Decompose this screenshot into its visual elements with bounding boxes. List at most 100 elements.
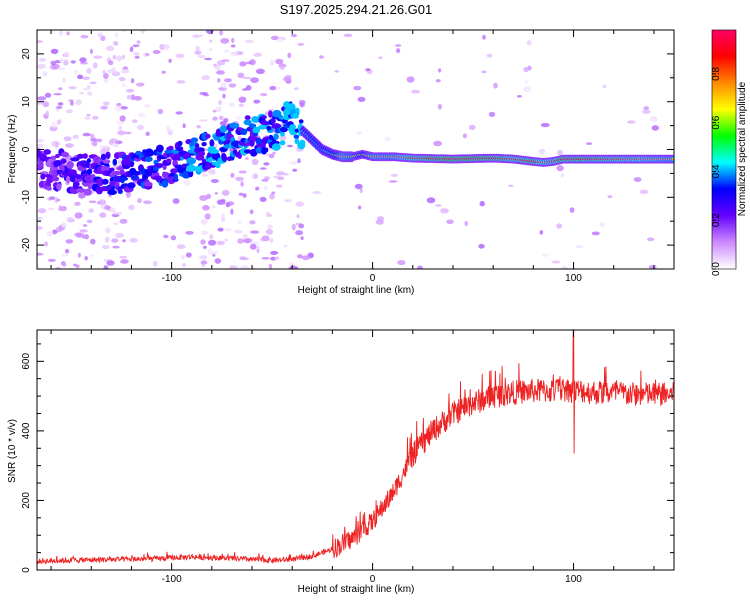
- ridge-blob: [112, 158, 118, 166]
- ridge-blob: [221, 154, 228, 162]
- noise-speck: [199, 195, 208, 201]
- snr-y-tick-label: 0: [21, 567, 32, 573]
- noise-speck: [261, 178, 269, 182]
- ridge-blob: [43, 149, 51, 155]
- noise-speck: [116, 55, 123, 62]
- noise-speck: [214, 192, 218, 195]
- ridge-blob: [271, 143, 281, 151]
- ridge-blob: [39, 153, 46, 160]
- colorbar-segment: [712, 201, 736, 204]
- noise-speck: [133, 52, 140, 56]
- ridge-blob: [168, 145, 174, 151]
- spectrogram-x-tick-label: 100: [565, 273, 582, 284]
- noise-speck: [301, 255, 311, 261]
- ridge-blob: [107, 189, 117, 195]
- colorbar-segment: [712, 245, 736, 248]
- noise-speck: [100, 35, 106, 42]
- noise-speck: [296, 214, 300, 219]
- ridge-blob: [102, 159, 111, 164]
- noise-speck: [269, 85, 277, 91]
- noise-speck: [63, 136, 72, 142]
- noise-speck: [113, 41, 119, 46]
- noise-speck: [242, 88, 248, 91]
- noise-speck: [274, 86, 281, 90]
- noise-speck: [113, 212, 123, 215]
- noise-speck: [246, 61, 253, 65]
- ridge-blob: [100, 153, 107, 161]
- colorbar-segment: [712, 53, 736, 57]
- colorbar-segment: [712, 111, 736, 115]
- noise-speck: [384, 136, 391, 141]
- colorbar-segment: [712, 51, 736, 55]
- colorbar-segment: [712, 223, 736, 226]
- noise-speck: [231, 37, 235, 43]
- noise-speck: [113, 222, 119, 226]
- noise-speck: [207, 168, 214, 175]
- ridge-blob: [280, 131, 285, 137]
- ridge-blob: [209, 139, 215, 147]
- snr-y-tick-label: 200: [21, 492, 32, 509]
- noise-speck: [556, 223, 563, 229]
- noise-speck: [118, 125, 123, 131]
- noise-speck: [161, 70, 166, 74]
- noise-speck: [37, 216, 43, 221]
- colorbar-segment: [712, 121, 736, 125]
- noise-speck: [221, 59, 230, 62]
- noise-speck: [253, 99, 261, 104]
- colorbar-segment: [712, 263, 736, 266]
- noise-speck: [204, 213, 211, 220]
- colorbar-segment: [712, 215, 736, 218]
- noise-speck: [551, 260, 561, 264]
- colorbar-segment: [712, 147, 736, 151]
- noise-speck: [540, 122, 550, 128]
- snr-y-label: SNR (10 * v/v): [7, 419, 18, 483]
- noise-speck: [365, 68, 371, 72]
- colorbar-segment: [712, 133, 736, 137]
- noise-speck: [42, 101, 50, 108]
- noise-speck: [214, 144, 218, 148]
- noise-speck: [300, 236, 304, 241]
- noise-speck: [117, 159, 122, 165]
- noise-speck: [216, 70, 225, 75]
- noise-speck: [479, 200, 485, 207]
- noise-speck: [42, 70, 48, 77]
- noise-speck: [175, 53, 185, 59]
- noise-speck: [203, 245, 207, 249]
- ridge-blob: [86, 158, 91, 164]
- colorbar-segment: [712, 181, 736, 184]
- noise-speck: [250, 77, 259, 83]
- noise-speck: [539, 230, 544, 235]
- noise-speck: [78, 192, 86, 199]
- ridge-blob: [144, 156, 153, 162]
- ridge-blob: [46, 186, 52, 191]
- colorbar-segment: [712, 55, 736, 59]
- colorbar-segment: [712, 163, 736, 167]
- ridge-blob: [65, 175, 71, 184]
- noise-speck: [103, 265, 109, 269]
- noise-speck: [37, 139, 45, 143]
- ridge-blob: [252, 126, 261, 134]
- colorbar-segment: [712, 89, 736, 93]
- noise-speck: [244, 157, 249, 160]
- noise-speck: [269, 193, 275, 200]
- noise-speck: [289, 160, 299, 165]
- colorbar-segment: [712, 211, 736, 214]
- colorbar-segment: [712, 233, 736, 236]
- colorbar-segment: [712, 75, 736, 79]
- noise-speck: [152, 50, 161, 54]
- noise-speck: [105, 227, 111, 234]
- noise-speck: [230, 44, 236, 48]
- noise-speck: [234, 229, 243, 234]
- noise-speck: [73, 263, 77, 267]
- colorbar-segment: [712, 265, 736, 268]
- noise-speck: [48, 207, 55, 210]
- colorbar-segment: [712, 249, 736, 252]
- ridge-blob: [82, 153, 88, 159]
- noise-speck: [265, 211, 270, 217]
- ridge-blob: [118, 176, 129, 181]
- noise-speck: [86, 219, 93, 224]
- noise-speck: [375, 219, 384, 225]
- noise-speck: [417, 265, 423, 269]
- ridge-blob: [61, 151, 70, 158]
- noise-speck: [357, 205, 362, 210]
